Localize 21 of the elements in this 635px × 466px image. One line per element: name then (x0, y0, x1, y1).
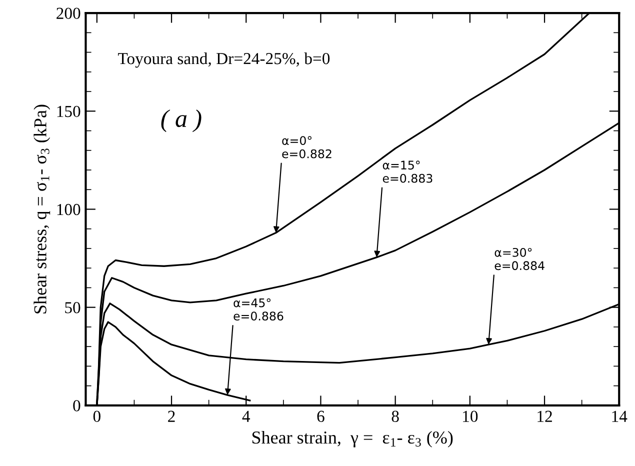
x-tick-label: 6 (317, 410, 324, 422)
y-tick-label: 0 (73, 400, 80, 412)
x-axis-title: Shear strain, γ = ε$_{1}$- ε$_{3}$ (%) (252, 430, 453, 448)
annotation: α=0° e=0.882 (282, 136, 332, 158)
annotation: α=30° e=0.884 (494, 248, 544, 270)
y-tick-label: 50 (65, 302, 80, 314)
x-tick-label: 12 (538, 410, 552, 422)
y-tick-label: 100 (57, 204, 80, 216)
annotation: ( a ) (161, 109, 202, 132)
x-tick-label: 2 (168, 410, 175, 422)
annotation: α=45° e=0.886 (234, 298, 284, 321)
y-tick-label: 150 (57, 106, 80, 118)
x-tick-label: 10 (463, 410, 478, 422)
y-tick-label: 200 (56, 8, 80, 19)
x-tick-label: 8 (392, 410, 399, 422)
y-axis-title: Shear stress, q = σ$_{1}$- σ$_{3}$ (kPa) (34, 104, 50, 314)
annotation: Toyoura sand, Dr=24-25%, b=0 (118, 52, 330, 68)
x-tick-label: 14 (612, 410, 628, 422)
x-tick-label: 4 (242, 410, 250, 422)
annotation: α=15° e=0.883 (382, 160, 432, 183)
x-tick-label: 0 (93, 410, 100, 422)
